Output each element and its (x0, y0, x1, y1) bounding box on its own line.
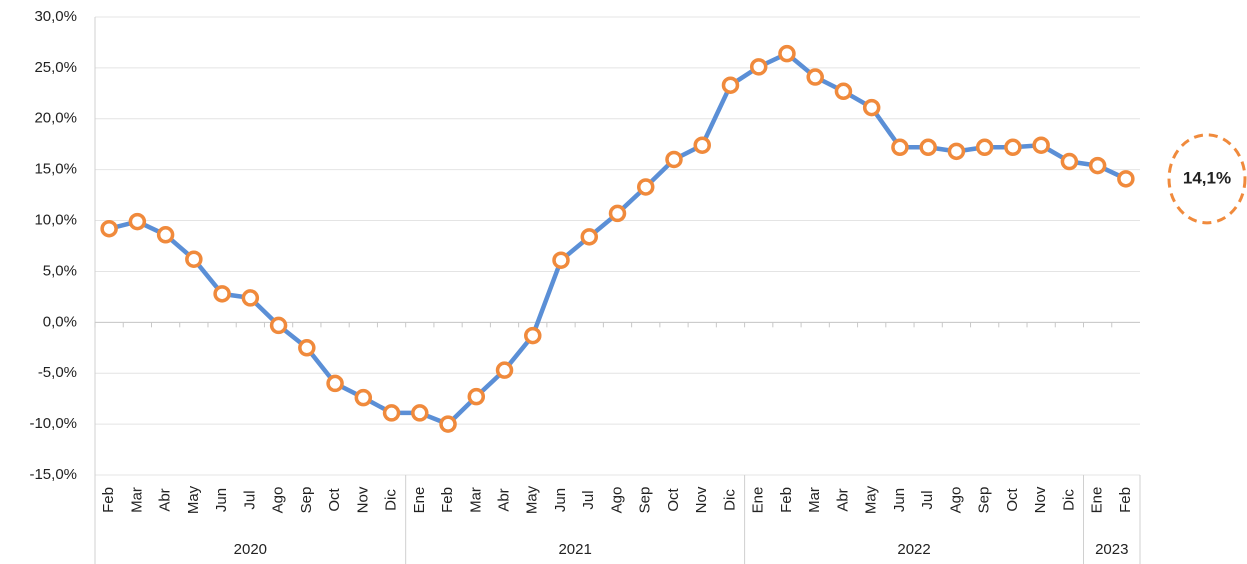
marker (439, 415, 457, 433)
marker (354, 388, 373, 407)
group-label: 2021 (558, 541, 591, 558)
x-tick-label: Feb (439, 487, 456, 513)
marker (524, 326, 542, 345)
marker (947, 142, 966, 161)
x-tick-label: Dic (721, 489, 738, 511)
marker (862, 98, 881, 117)
marker (100, 219, 118, 238)
group-label: 2020 (234, 541, 267, 558)
x-tick-label: Feb (1117, 487, 1134, 513)
x-tick-label: Jun (213, 488, 230, 512)
marker (269, 316, 288, 335)
x-tick-label: Sep (298, 487, 315, 514)
x-tick-label: Abr (157, 488, 174, 511)
marker (891, 138, 909, 157)
x-tick-label: Ago (947, 487, 964, 514)
x-tick-label: Ene (411, 487, 428, 514)
y-tick-label: 10,0% (34, 212, 77, 229)
x-tick-label: Abr (495, 488, 512, 511)
x-tick-label: Oct (1004, 488, 1021, 512)
marker (185, 250, 203, 268)
y-tick-label: 25,0% (34, 59, 77, 76)
x-tick-label: Nov (1032, 486, 1049, 513)
x-tick-label: Oct (326, 488, 343, 512)
x-tick-label: Mar (806, 487, 823, 513)
line (108, 51, 1127, 427)
y-tick-label: 15,0% (34, 161, 77, 178)
y-tick-label: 30,0% (34, 8, 77, 25)
marker (156, 226, 175, 244)
x-tick-label: May (524, 485, 541, 514)
x-tick-label: Ago (608, 487, 625, 514)
marker (636, 178, 655, 196)
x-tick-label: Ago (270, 487, 287, 514)
marker (1088, 156, 1107, 175)
marker (128, 212, 147, 231)
marker (382, 404, 401, 422)
x-tick-label: Dic (383, 489, 400, 511)
x-tick-label: Mar (467, 487, 484, 513)
x-tick-label: Jul (919, 490, 936, 509)
marker (552, 251, 570, 269)
x-tick-label: Jul (580, 490, 597, 509)
marker (467, 387, 486, 406)
y-tick-label: -10,0% (29, 415, 77, 432)
y-tick-label: 20,0% (34, 110, 77, 127)
marker (778, 44, 796, 63)
x-tick-label: May (185, 485, 202, 514)
x-tick-label: Dic (1060, 489, 1077, 511)
x-tick-label: Ene (750, 487, 767, 514)
x-tick-label: Feb (778, 487, 795, 513)
x-tick-label: Sep (976, 487, 993, 514)
marker (834, 82, 853, 101)
x-tick-label: Ene (1089, 487, 1106, 514)
x-tick-label: Jun (552, 488, 569, 512)
annotation-text: 14,1% (1183, 168, 1231, 187)
x-tick-label: Sep (637, 487, 654, 514)
x-tick-label: Jul (241, 490, 258, 509)
marker (749, 58, 768, 76)
annotation-ellipse (1167, 133, 1247, 225)
x-tick-label: Oct (665, 488, 682, 512)
marker (1032, 136, 1050, 154)
x-tick-label: Jun (891, 488, 908, 512)
marker (1117, 170, 1135, 188)
marker (213, 285, 231, 303)
marker (1060, 152, 1079, 171)
y-tick-label: 5,0% (43, 262, 77, 279)
marker (580, 228, 599, 246)
marker (665, 150, 683, 169)
x-tick-label: May (863, 485, 880, 514)
x-tick-label: Nov (693, 486, 710, 513)
x-tick-label: Nov (354, 486, 371, 513)
marker (806, 68, 824, 86)
marker (1004, 138, 1022, 157)
y-tick-label: -15,0% (29, 466, 77, 483)
x-tick-label: Mar (128, 487, 145, 513)
marker (241, 289, 260, 307)
marker (495, 361, 514, 379)
marker (411, 404, 429, 422)
x-tick-label: Feb (100, 487, 117, 513)
marker (975, 138, 994, 157)
y-tick-label: 0,0% (43, 313, 77, 330)
marker (721, 76, 740, 94)
x-tick-label: Abr (834, 488, 851, 511)
group-label: 2022 (897, 541, 930, 558)
marker (693, 136, 711, 154)
marker (608, 204, 627, 223)
y-tick-label: -5,0% (38, 364, 77, 381)
marker (298, 339, 316, 357)
marker (919, 138, 937, 157)
marker (326, 374, 344, 393)
group-label: 2023 (1095, 541, 1128, 558)
